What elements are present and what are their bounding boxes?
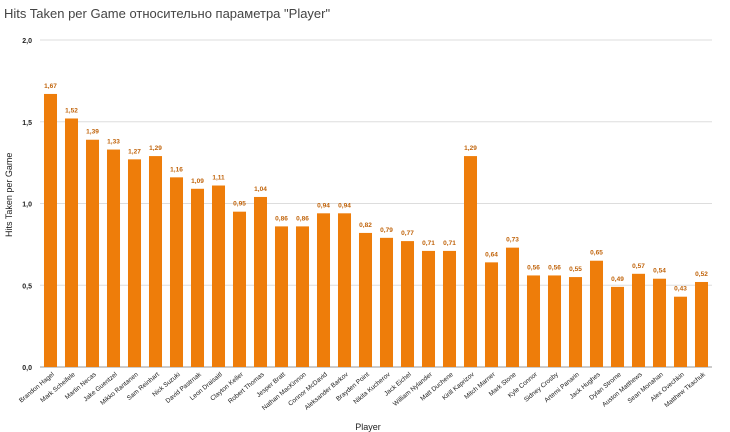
bar: [379, 237, 394, 367]
value-label: 0,94: [317, 202, 330, 209]
value-label: 1,16: [170, 166, 183, 173]
bar: [85, 139, 100, 367]
bar: [421, 250, 436, 367]
bar: [526, 275, 541, 367]
bar: [589, 260, 604, 367]
bar: [358, 232, 373, 367]
bar: [127, 159, 142, 367]
value-label: 1,11: [212, 175, 225, 182]
value-label: 0,79: [380, 227, 393, 234]
value-label: 0,77: [401, 230, 414, 237]
bar: [694, 281, 709, 367]
value-label: 0,55: [569, 266, 582, 273]
bar: [43, 93, 58, 367]
bar: [400, 241, 415, 367]
chart-title: Hits Taken per Game относительно парамет…: [4, 6, 331, 21]
value-label: 0,49: [611, 276, 624, 283]
bar: [232, 211, 247, 367]
bar: [631, 273, 646, 367]
value-label: 0,43: [674, 286, 687, 293]
value-label: 0,71: [443, 240, 456, 247]
x-axis-label: Player: [355, 422, 381, 432]
value-label: 0,71: [422, 240, 435, 247]
y-tick-label: 1,0: [22, 202, 32, 209]
value-label: 1,27: [128, 148, 141, 155]
value-label: 0,82: [359, 222, 372, 229]
value-label: 0,95: [233, 201, 246, 208]
y-tick-label: 0,0: [22, 365, 32, 372]
bar: [295, 226, 310, 367]
value-label: 0,54: [653, 268, 666, 275]
value-label: 0,57: [632, 263, 645, 270]
bar: [316, 213, 331, 367]
bar: [211, 185, 226, 367]
value-label: 1,09: [191, 178, 204, 185]
value-label: 0,52: [695, 271, 708, 278]
y-tick-label: 1,5: [22, 120, 32, 127]
bar: [547, 275, 562, 367]
value-label: 0,73: [506, 237, 519, 244]
value-label: 1,04: [254, 186, 267, 193]
value-label: 0,64: [485, 251, 498, 258]
bar: [442, 250, 457, 367]
value-label: 1,33: [107, 139, 120, 146]
value-label: 1,52: [65, 107, 78, 114]
x-tick-label: Brandon Hagel: [18, 371, 56, 405]
bar: [610, 286, 625, 367]
bar: [484, 262, 499, 367]
value-label: 1,29: [464, 145, 477, 152]
bar: [148, 156, 163, 367]
bar: [337, 213, 352, 367]
bar: [253, 196, 268, 367]
bar: [190, 188, 205, 367]
value-label: 1,39: [86, 129, 99, 136]
bar: [106, 149, 121, 367]
bar: [463, 156, 478, 367]
x-tick-label: Robert Thomas: [227, 371, 266, 406]
value-label: 0,56: [527, 264, 540, 271]
y-axis-label: Hits Taken per Game: [4, 152, 14, 237]
x-tick-label: Nikita Kucherov: [352, 371, 392, 406]
value-label: 0,65: [590, 250, 603, 257]
value-label: 0,94: [338, 202, 351, 209]
value-label: 0,56: [548, 264, 561, 271]
value-label: 1,29: [149, 145, 162, 152]
bar: [568, 277, 583, 367]
value-label: 1,67: [44, 83, 57, 90]
bar: [652, 278, 667, 367]
bar: [169, 177, 184, 367]
bar: [274, 226, 289, 367]
y-tick-label: 0,5: [22, 283, 32, 290]
bar: [673, 296, 688, 367]
value-label: 0,86: [275, 215, 288, 222]
value-label: 0,86: [296, 215, 309, 222]
y-tick-label: 2,0: [22, 38, 32, 45]
bar: [64, 118, 79, 367]
bar: [505, 247, 520, 367]
